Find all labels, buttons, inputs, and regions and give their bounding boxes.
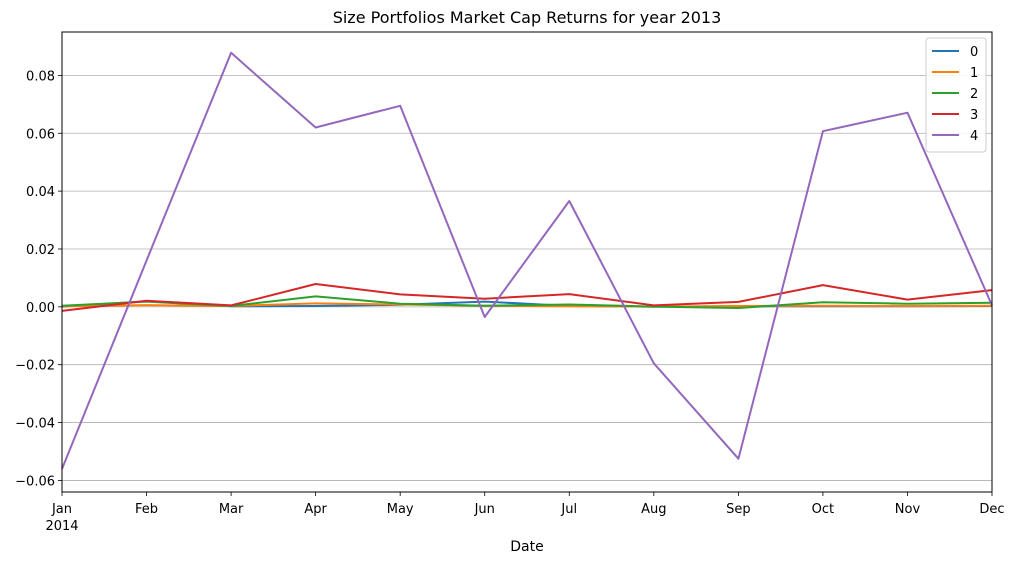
y-tick-label: 0.06	[26, 127, 55, 142]
data-point	[146, 300, 148, 302]
legend-item: 0	[932, 45, 978, 60]
series-line	[61, 51, 993, 470]
y-tick-label: −0.04	[15, 417, 55, 432]
data-point	[484, 305, 486, 307]
data-point	[737, 458, 739, 460]
data-point	[737, 305, 739, 307]
data-point	[484, 298, 486, 300]
data-point	[315, 305, 317, 307]
data-point	[315, 295, 317, 297]
grid-lines	[62, 74, 992, 481]
legend-item: 2	[932, 87, 978, 102]
legend-label: 4	[970, 129, 978, 144]
data-point	[822, 305, 824, 307]
series-lines	[61, 51, 993, 470]
chart-title: Size Portfolios Market Cap Returns for y…	[333, 8, 722, 27]
data-point	[653, 362, 655, 364]
data-point	[399, 293, 401, 295]
data-point	[315, 283, 317, 285]
x-tick-label: Sep	[726, 502, 751, 517]
data-point	[906, 305, 908, 307]
x-tick-label: Aug	[641, 502, 666, 517]
x-tick-label: Apr	[304, 502, 327, 517]
data-point	[822, 284, 824, 286]
x-tick-label: May	[387, 502, 414, 517]
x-axis: Jan Feb Mar Apr May Jun Jul Aug Sep Oct Nov Dec	[51, 492, 1005, 517]
data-point	[568, 293, 570, 295]
x-axis-title: Date	[510, 539, 543, 555]
legend-item: 3	[932, 108, 978, 123]
legend-label: 2	[970, 87, 978, 102]
y-tick-label: 0.04	[26, 185, 55, 200]
y-tick-label: 0.08	[26, 69, 55, 84]
data-point	[906, 303, 908, 305]
x-tick-label: Jan	[51, 502, 72, 517]
legend-item: 1	[932, 66, 978, 81]
y-tick-label: −0.06	[15, 474, 55, 489]
data-point	[822, 130, 824, 132]
plot-area-frame	[61, 31, 993, 493]
data-point	[315, 302, 317, 304]
x-tick-label: Jun	[474, 502, 495, 517]
data-point	[484, 301, 486, 303]
data-point	[906, 299, 908, 301]
x-tick-label: Feb	[135, 502, 158, 517]
legend: 0 1 2 3 4	[925, 37, 987, 153]
x-tick-label: Dec	[979, 502, 1004, 517]
data-point	[568, 200, 570, 202]
data-point	[315, 126, 317, 128]
legend-box	[925, 37, 987, 153]
legend-item: 4	[932, 129, 978, 144]
data-point	[484, 316, 486, 318]
data-point	[906, 112, 908, 114]
data-point	[230, 304, 232, 306]
x-tick-label: Oct	[812, 502, 834, 517]
x-tick-label: Mar	[219, 502, 244, 517]
x-tick-label: Jul	[560, 502, 577, 517]
x-year-label: 2014	[45, 519, 78, 534]
y-axis: −0.06 −0.04 −0.02 0.00 0.02 0.04 0.06 0.08	[15, 69, 62, 489]
data-point	[399, 105, 401, 107]
y-tick-label: 0.00	[26, 301, 55, 316]
data-point	[399, 303, 401, 305]
legend-label: 3	[970, 108, 978, 123]
series-4	[61, 51, 993, 470]
y-tick-label: 0.02	[26, 243, 55, 258]
y-tick-label: −0.02	[15, 359, 55, 374]
data-point	[737, 307, 739, 309]
legend-label: 1	[970, 66, 978, 81]
data-point	[737, 301, 739, 303]
data-point	[146, 304, 148, 306]
data-point	[653, 304, 655, 306]
data-point	[822, 301, 824, 303]
legend-label: 0	[970, 45, 978, 60]
series-3	[61, 283, 993, 312]
data-point	[568, 304, 570, 306]
data-point	[568, 305, 570, 307]
data-point	[146, 260, 148, 262]
data-point	[230, 52, 232, 54]
series-line	[61, 283, 993, 312]
x-tick-label: Nov	[895, 502, 921, 517]
